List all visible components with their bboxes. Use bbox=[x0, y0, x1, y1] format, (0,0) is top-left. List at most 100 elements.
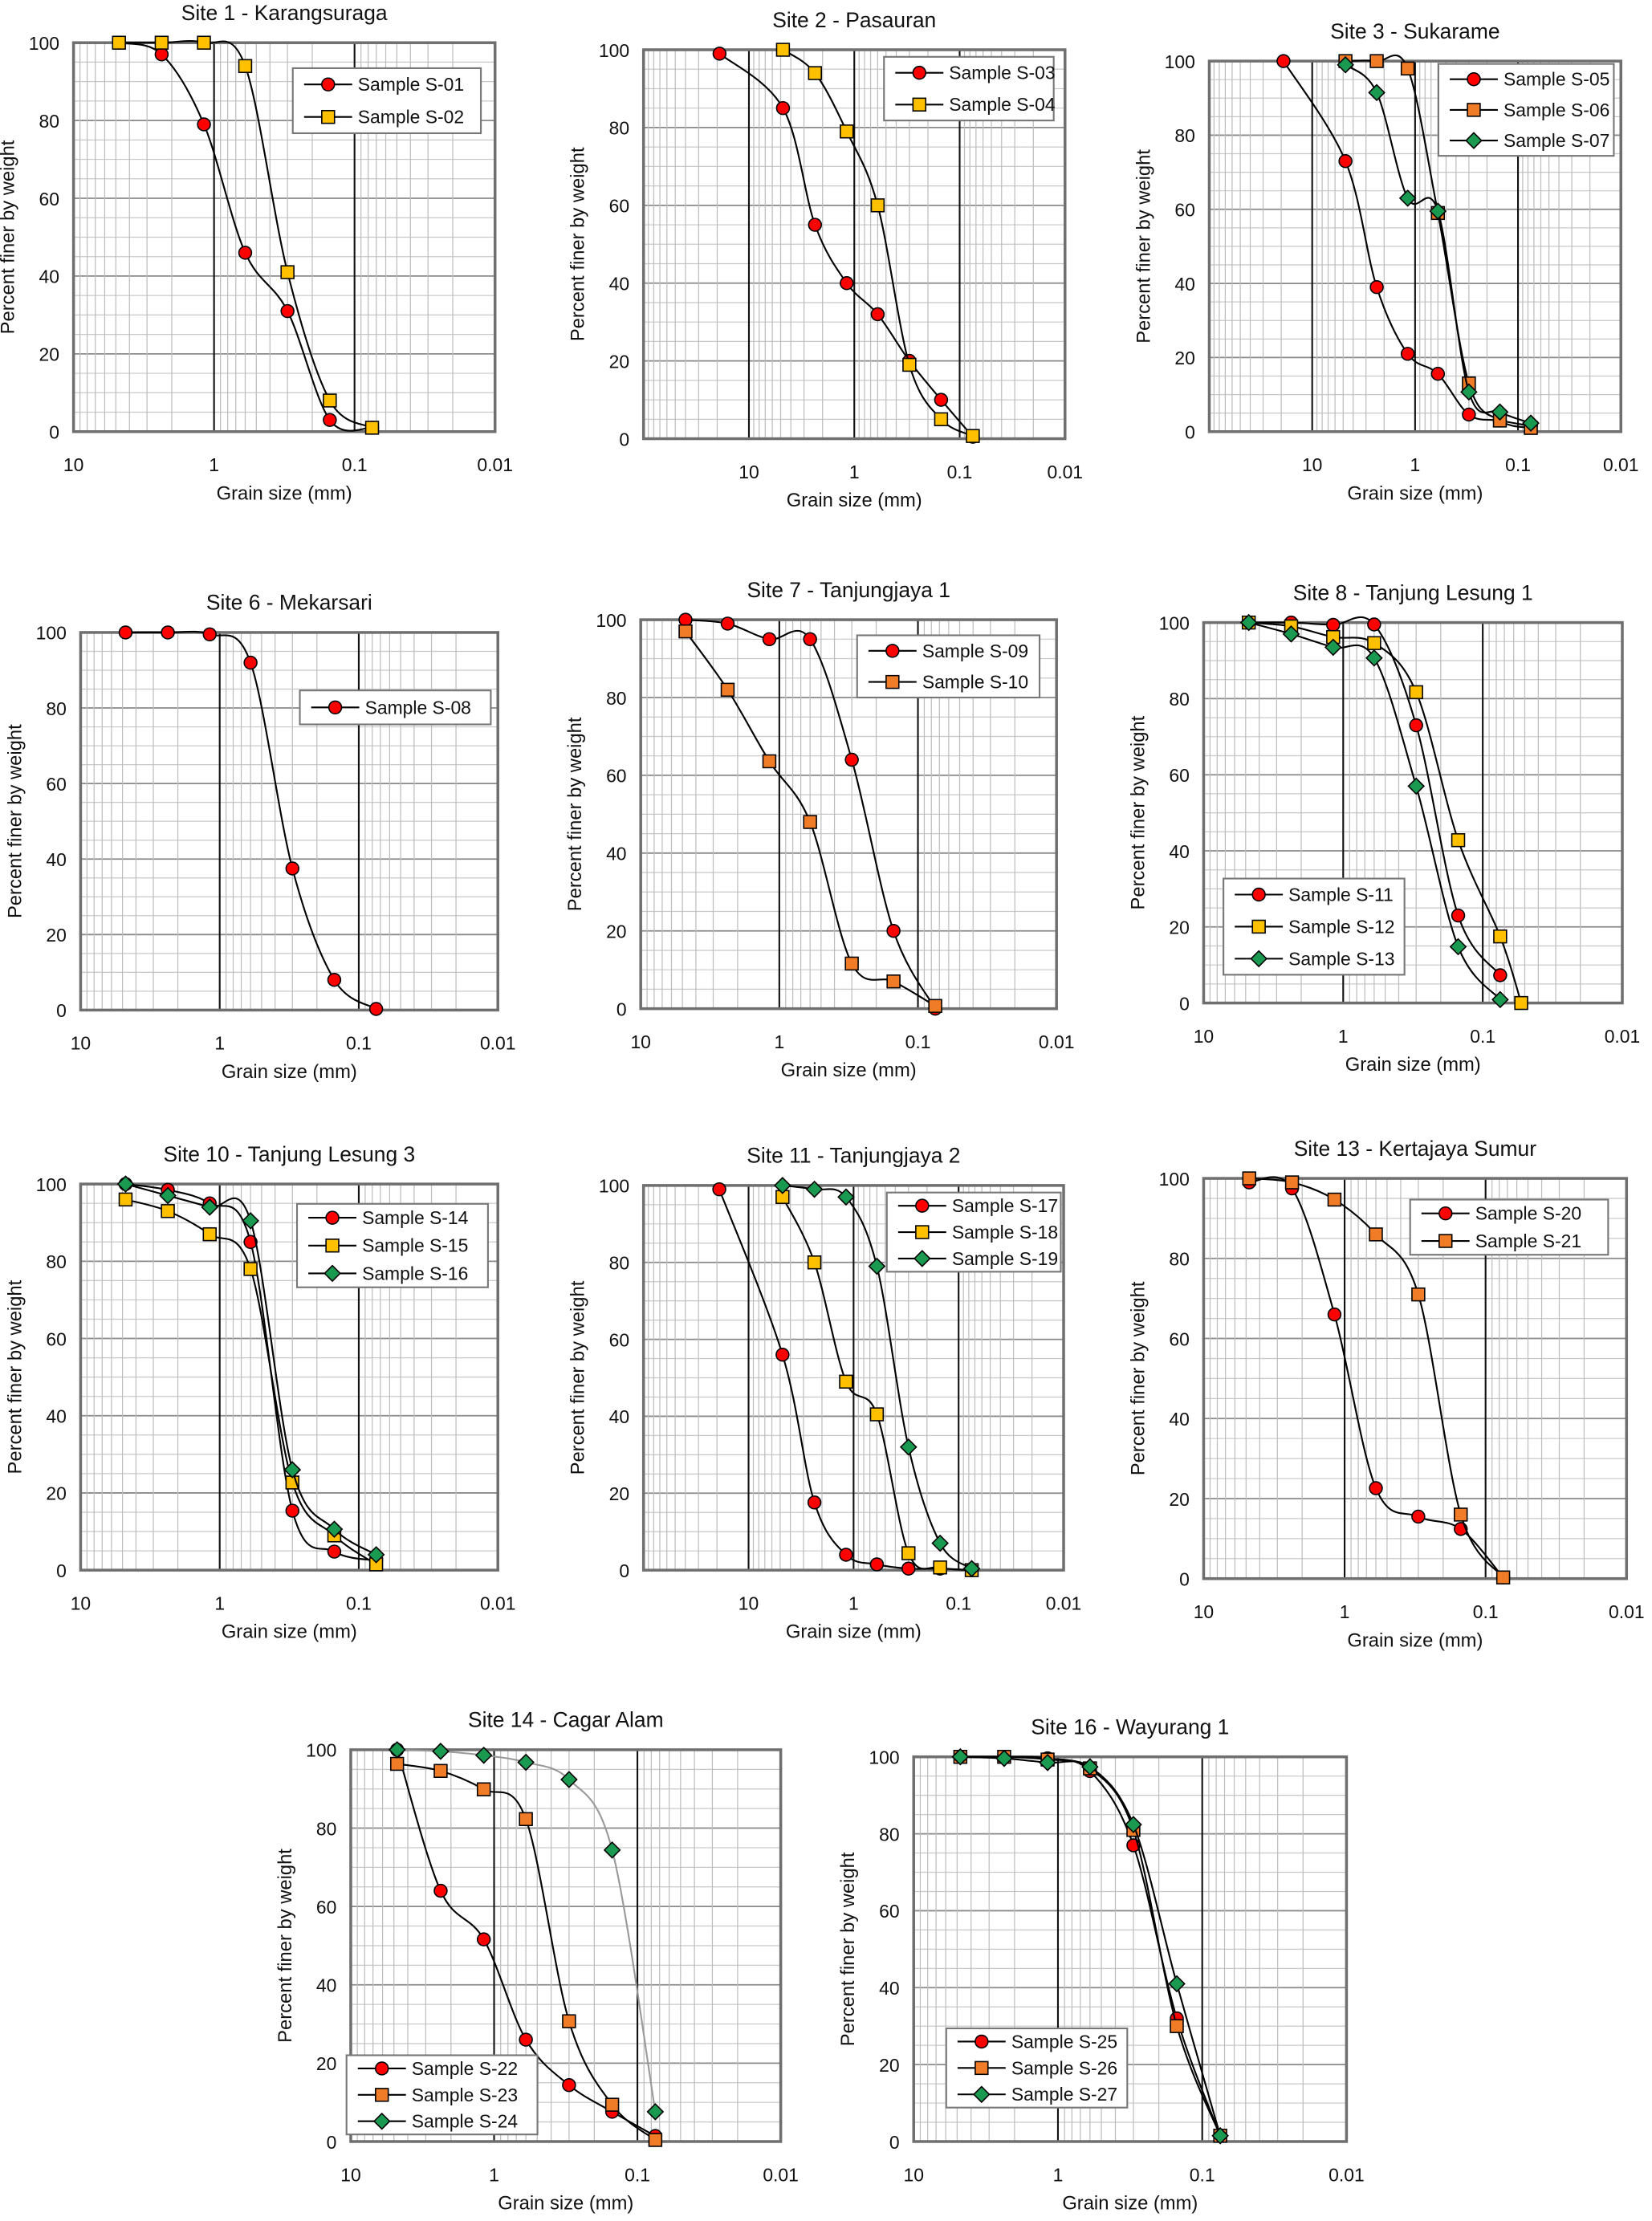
plot-border bbox=[641, 1184, 1065, 1572]
data-point bbox=[1514, 995, 1528, 1011]
y-tick-label: 100 bbox=[599, 40, 629, 61]
data-point bbox=[476, 1932, 491, 1946]
y-axis-label: Percent finer by weight bbox=[568, 147, 589, 341]
data-point bbox=[112, 35, 126, 50]
data-point bbox=[870, 198, 885, 213]
y-tick-label: 60 bbox=[46, 1328, 66, 1349]
data-point bbox=[1368, 83, 1385, 102]
x-tick-label: 0.01 bbox=[1603, 454, 1639, 475]
x-tick-label: 1 bbox=[209, 454, 219, 475]
legend-marker-circle-icon bbox=[1251, 887, 1266, 902]
y-tick-label: 80 bbox=[609, 1253, 629, 1274]
legend-marker-square-icon bbox=[321, 109, 336, 124]
x-tick-label: 10 bbox=[739, 1593, 759, 1613]
legend-label: Sample S-05 bbox=[1503, 69, 1609, 90]
data-point bbox=[844, 956, 859, 971]
y-tick-label: 60 bbox=[879, 1901, 899, 1922]
y-tick-label: 20 bbox=[1169, 1489, 1189, 1510]
y-tick-label: 100 bbox=[36, 1174, 67, 1195]
y-tick-label: 20 bbox=[316, 2053, 336, 2074]
data-point bbox=[323, 413, 337, 427]
x-axis-label: Grain size (mm) bbox=[781, 1060, 917, 1081]
legend-label: Sample S-16 bbox=[362, 1263, 468, 1283]
y-tick-label: 60 bbox=[46, 774, 66, 795]
plot-border bbox=[79, 1182, 499, 1572]
x-tick-label: 1 bbox=[214, 1033, 225, 1054]
data-point bbox=[1367, 636, 1381, 650]
plot-border bbox=[1202, 1177, 1629, 1580]
legend-marker-diamond-icon bbox=[973, 2085, 991, 2104]
data-point bbox=[966, 429, 980, 443]
data-point bbox=[517, 1753, 535, 1772]
data-point bbox=[116, 1175, 135, 1193]
x-tick-label: 1 bbox=[1338, 1026, 1349, 1047]
legend-label: Sample S-08 bbox=[365, 697, 471, 718]
data-point bbox=[1282, 625, 1300, 643]
y-tick-label: 20 bbox=[1174, 348, 1194, 368]
chart-6: 10 1 0.1 0.01 0 20 40 60 80 100 Site 10 - Tanjung … bbox=[4, 1142, 515, 1643]
x-tick-label: 0.01 bbox=[1046, 1593, 1082, 1613]
data-point bbox=[1411, 1287, 1426, 1302]
x-axis-label: Grain size (mm) bbox=[498, 2193, 633, 2215]
data-point bbox=[995, 1749, 1013, 1767]
legend-label: Sample S-24 bbox=[412, 2111, 519, 2132]
x-tick-label: 0.01 bbox=[477, 454, 513, 475]
data-point bbox=[1324, 638, 1342, 657]
data-point bbox=[1326, 617, 1341, 633]
data-point bbox=[840, 276, 854, 291]
data-point bbox=[1369, 279, 1384, 295]
legend-marker-diamond-icon bbox=[1465, 132, 1483, 149]
data-point bbox=[807, 1255, 822, 1270]
chart-title: Site 16 - Wayurang 1 bbox=[1031, 1715, 1229, 1739]
x-tick-label: 0.01 bbox=[1605, 1026, 1641, 1047]
legend-marker-square-icon bbox=[912, 97, 927, 112]
y-tick-label: 80 bbox=[316, 1818, 336, 1839]
data-point bbox=[433, 1763, 448, 1778]
y-axis-label: Percent finer by weight bbox=[1133, 149, 1154, 344]
data-point bbox=[389, 1756, 405, 1772]
x-axis-label: Grain size (mm) bbox=[1345, 1054, 1481, 1076]
data-point bbox=[1409, 718, 1423, 733]
y-axis-label: Percent finer by weight bbox=[1127, 715, 1149, 909]
series-sample-s-19 bbox=[774, 1177, 981, 1578]
data-point bbox=[933, 1560, 947, 1575]
data-point bbox=[1407, 777, 1426, 795]
data-point bbox=[931, 1534, 949, 1552]
data-point bbox=[280, 265, 295, 279]
data-point bbox=[1211, 2126, 1229, 2145]
series-sample-s-23 bbox=[389, 1756, 663, 2147]
x-axis-label: Grain size (mm) bbox=[786, 1621, 922, 1643]
data-point bbox=[1337, 55, 1354, 74]
legend-label: Sample S-15 bbox=[362, 1235, 468, 1256]
y-tick-label: 60 bbox=[609, 1329, 629, 1350]
data-point bbox=[1462, 407, 1476, 422]
legend-label: Sample S-19 bbox=[952, 1248, 1058, 1269]
x-tick-label: 10 bbox=[1302, 454, 1322, 475]
data-point bbox=[1125, 1816, 1142, 1833]
data-point bbox=[1495, 1570, 1511, 1584]
y-axis-label: Percent finer by weight bbox=[1127, 1281, 1149, 1475]
legend-marker-square-icon bbox=[975, 2060, 989, 2076]
series-sample-s-09 bbox=[678, 612, 942, 1016]
data-point bbox=[1398, 189, 1417, 207]
x-tick-label: 0.1 bbox=[1190, 2164, 1215, 2185]
legend-label: Sample S-18 bbox=[952, 1222, 1058, 1243]
series-sample-s-02 bbox=[112, 35, 380, 435]
data-point bbox=[808, 218, 823, 232]
data-point bbox=[201, 1198, 219, 1216]
data-point bbox=[285, 1503, 300, 1518]
legend-marker-circle-icon bbox=[321, 77, 336, 92]
y-tick-label: 40 bbox=[879, 1978, 899, 1999]
data-point bbox=[1365, 649, 1383, 667]
data-point bbox=[762, 632, 777, 647]
data-point bbox=[1493, 968, 1508, 982]
y-tick-label: 20 bbox=[1169, 917, 1189, 938]
data-point bbox=[1369, 1481, 1383, 1495]
legend-label: Sample S-03 bbox=[949, 63, 1055, 83]
data-point bbox=[604, 2097, 620, 2112]
data-point bbox=[367, 1546, 385, 1564]
data-point bbox=[118, 625, 133, 640]
x-tick-label: 10 bbox=[1194, 1026, 1214, 1047]
x-tick-label: 1 bbox=[1410, 454, 1421, 475]
data-point bbox=[1039, 1754, 1056, 1772]
